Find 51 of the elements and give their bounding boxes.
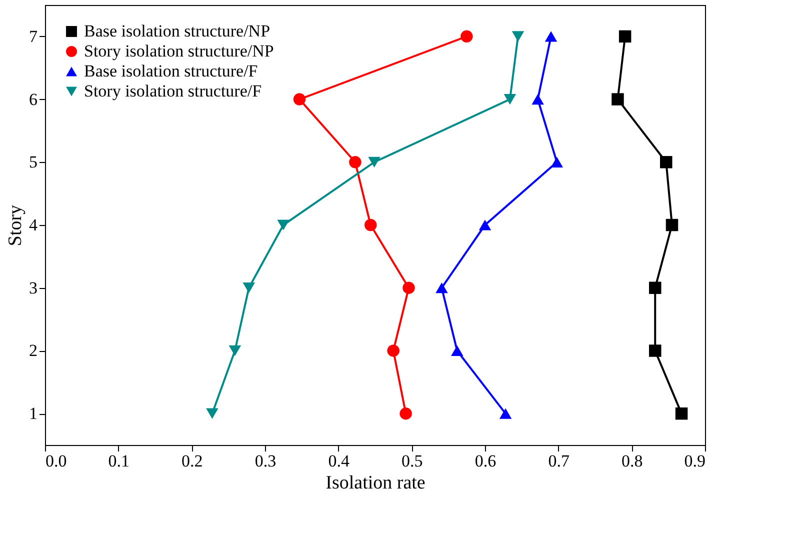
point bbox=[349, 156, 362, 168]
y-axis-title: Story bbox=[5, 204, 26, 246]
x-tick-label: 0.9 bbox=[684, 452, 706, 470]
x-tick-label: 0.5 bbox=[402, 452, 423, 470]
point bbox=[277, 220, 290, 230]
point bbox=[368, 156, 380, 168]
legend-label: Base isolation structure/F bbox=[84, 62, 258, 80]
point bbox=[649, 344, 662, 357]
legend-label: Base isolation structure/NP bbox=[84, 22, 270, 40]
point bbox=[660, 156, 672, 168]
y-tick-label: 6 bbox=[29, 90, 38, 109]
legend-label: Story isolation structure/F bbox=[84, 82, 262, 100]
point bbox=[675, 407, 688, 420]
x-tick-label: 0.4 bbox=[328, 452, 350, 470]
x-tick-label: 0.0 bbox=[46, 452, 67, 470]
x-tick-label: 0.2 bbox=[182, 452, 203, 470]
y-tick-label: 2 bbox=[29, 341, 38, 360]
point bbox=[532, 94, 544, 105]
point bbox=[364, 218, 377, 232]
point bbox=[293, 93, 306, 106]
point bbox=[478, 220, 492, 230]
x-tick-label: 0.3 bbox=[254, 452, 276, 470]
point bbox=[206, 408, 218, 419]
point bbox=[512, 31, 524, 42]
point bbox=[387, 344, 400, 357]
point bbox=[618, 30, 632, 43]
y-tick-label: 3 bbox=[29, 278, 38, 298]
point bbox=[504, 94, 516, 105]
point bbox=[460, 30, 473, 43]
point bbox=[228, 345, 242, 356]
x-axis-title: Isolation rate bbox=[326, 472, 426, 494]
x-tick-label: 0.6 bbox=[474, 452, 496, 470]
y-tick-label: 1 bbox=[29, 404, 38, 424]
point bbox=[649, 282, 662, 294]
y-tick-label: 7 bbox=[29, 26, 38, 46]
point bbox=[544, 31, 558, 42]
point bbox=[499, 408, 512, 419]
point bbox=[436, 282, 448, 294]
point bbox=[451, 345, 464, 356]
point bbox=[550, 156, 563, 168]
y-tick-label: 5 bbox=[29, 152, 38, 172]
legend-label: Story isolation structure/NP bbox=[84, 42, 274, 60]
point bbox=[400, 407, 412, 420]
y-tick-label: 4 bbox=[29, 216, 38, 234]
point bbox=[666, 218, 678, 232]
point bbox=[612, 93, 624, 106]
point bbox=[242, 282, 255, 294]
point bbox=[402, 282, 415, 294]
x-tick-label: 0.1 bbox=[108, 452, 130, 470]
x-tick-label: 0.8 bbox=[622, 452, 643, 470]
x-tick-label: 0.7 bbox=[548, 452, 570, 470]
